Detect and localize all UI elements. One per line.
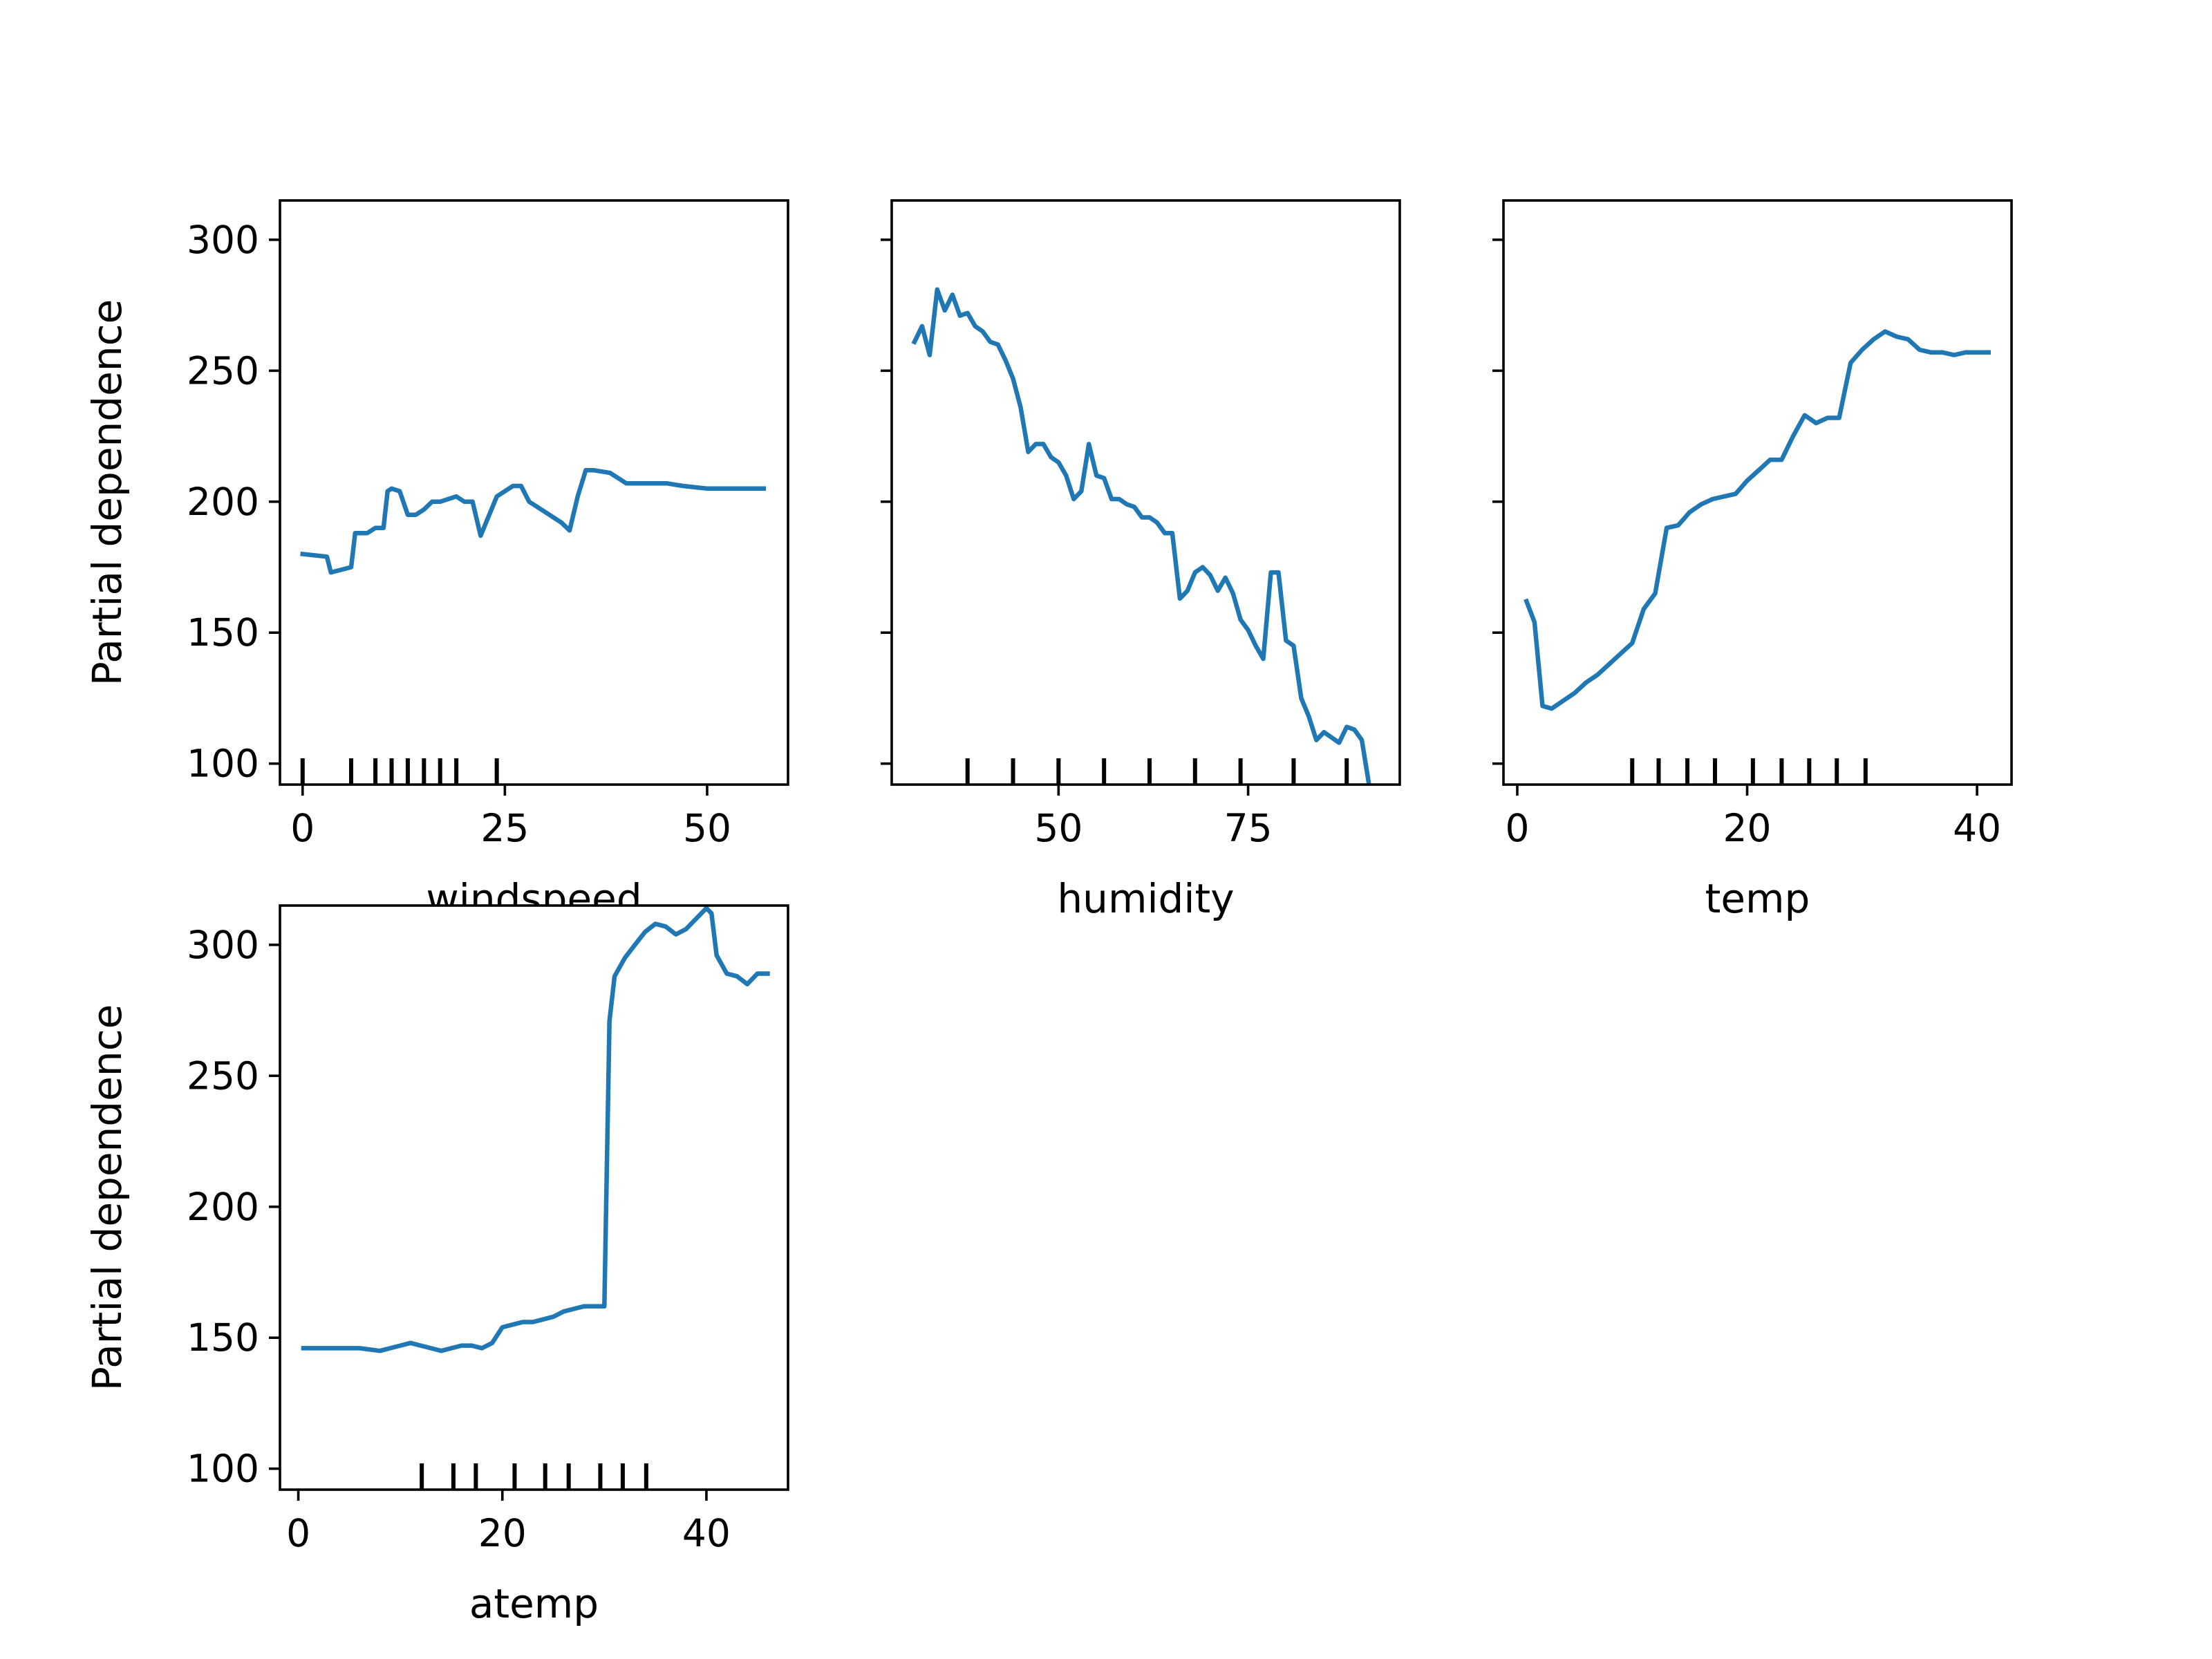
x-tick-label: 40 (682, 1511, 731, 1555)
y-tick-label: 100 (187, 742, 259, 786)
y-tick-label: 200 (187, 480, 259, 524)
x-tick-label: 0 (286, 1511, 310, 1555)
y-tick-label: 150 (187, 1315, 259, 1360)
x-tick-label: 25 (480, 806, 529, 850)
y-tick-label: 250 (187, 1053, 259, 1098)
x-tick-label: 50 (1034, 806, 1082, 850)
x-tick-label: 40 (1953, 806, 2001, 850)
y-tick-label: 150 (187, 610, 259, 655)
y-tick-label: 300 (187, 218, 259, 262)
y-tick-label: 250 (187, 348, 259, 393)
subplot-humidity: 50 75 humidity (881, 199, 1401, 922)
x-axis-label: atemp (469, 1580, 599, 1627)
pd-curve-temp (1524, 329, 1991, 711)
axes-background (280, 906, 788, 1490)
axes-frame (279, 199, 789, 786)
pd-curve-humidity (911, 287, 1371, 785)
pd-curve-windspeed (300, 468, 767, 575)
y-axis-label: Partial dependence (84, 1004, 131, 1391)
y-tick-label: 100 (187, 1447, 259, 1491)
y-tick-label: 300 (187, 923, 259, 967)
axes-frame (279, 904, 789, 1491)
x-tick-label: 75 (1224, 806, 1273, 850)
subplot-temp: 0 20 40 temp (1492, 199, 2013, 922)
pd-curve-atemp (301, 906, 770, 1353)
x-tick-label: 20 (1723, 806, 1772, 850)
subplot-atemp: 0 20 40 100 150 200 250 300 atemp Partial depende… (84, 904, 789, 1627)
x-tick-label: 0 (290, 806, 315, 850)
axes-frame (1502, 199, 2013, 786)
axes-frame (890, 199, 1401, 786)
y-tick-label: 200 (187, 1185, 259, 1229)
x-axis-label: humidity (1057, 875, 1234, 922)
y-axis-label: Partial dependence (84, 299, 131, 686)
x-tick-label: 0 (1505, 806, 1529, 850)
x-tick-label: 50 (683, 806, 731, 850)
x-tick-label: 20 (478, 1511, 527, 1555)
x-axis-label: temp (1705, 875, 1810, 922)
